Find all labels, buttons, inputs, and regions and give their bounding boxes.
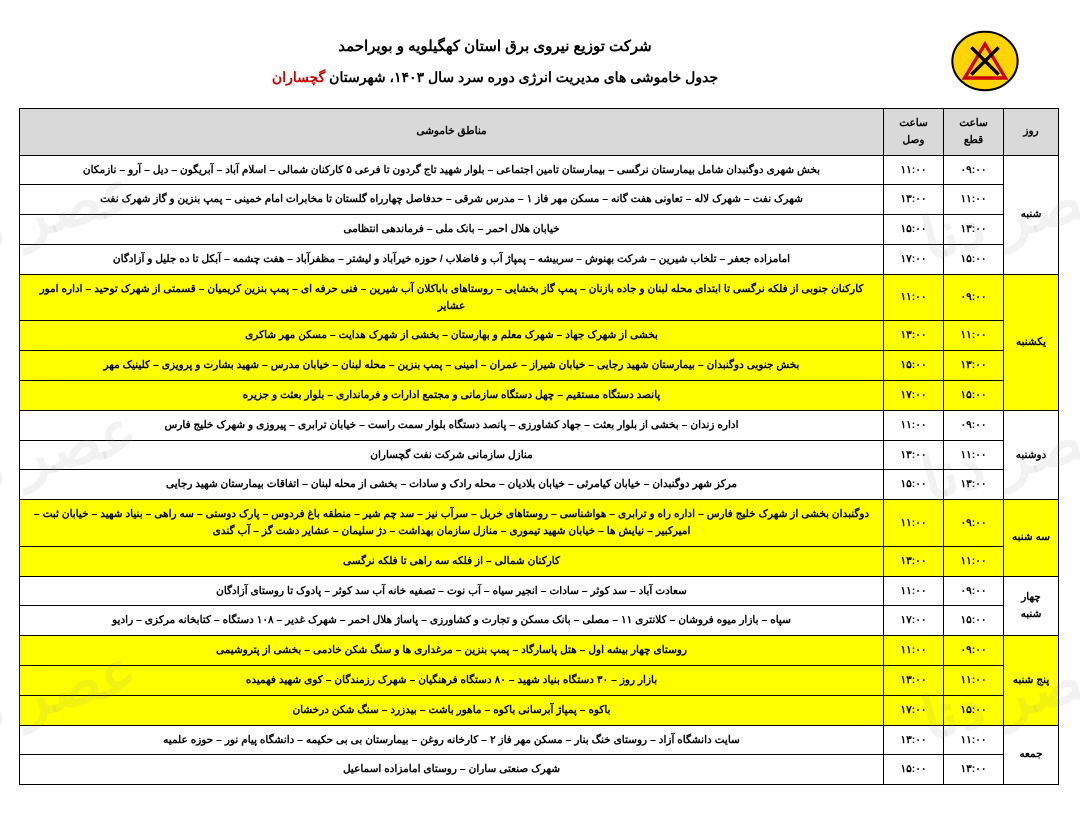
on-time-cell: ۱۷:۰۰ bbox=[885, 380, 945, 410]
on-time-cell: ۱۱:۰۰ bbox=[885, 500, 945, 547]
table-row: سه شنبه۰۹:۰۰۱۱:۰۰دوگنبدان بخشی از شهرک خ… bbox=[21, 500, 1060, 547]
off-time-cell: ۰۹:۰۰ bbox=[945, 274, 1005, 321]
on-time-cell: ۱۳:۰۰ bbox=[885, 185, 945, 215]
table-row: ۱۳:۰۰۱۵:۰۰خیابان هلال احمر – بانک ملی – … bbox=[21, 215, 1060, 245]
company-title: شرکت توزیع نیروی برق استان کهگیلویه و بو… bbox=[60, 37, 932, 55]
on-time-cell: ۱۷:۰۰ bbox=[885, 695, 945, 725]
on-time-cell: ۱۷:۰۰ bbox=[885, 606, 945, 636]
table-row: ۱۳:۰۰۱۵:۰۰مرکز شهر دوگنبدان – خیابان کیا… bbox=[21, 470, 1060, 500]
title-prefix: جدول خاموشی های مدیریت انرژی دوره سرد سا… bbox=[326, 69, 719, 85]
on-time-cell: ۱۳:۰۰ bbox=[885, 321, 945, 351]
off-time-cell: ۱۵:۰۰ bbox=[945, 244, 1005, 274]
table-row: یکشنبه۰۹:۰۰۱۱:۰۰کارکنان جنوبی از فلکه نر… bbox=[21, 274, 1060, 321]
area-cell: روستای چهار بیشه اول – هتل پاسارگاد – پم… bbox=[21, 636, 885, 666]
off-time-cell: ۱۳:۰۰ bbox=[945, 470, 1005, 500]
off-time-cell: ۰۹:۰۰ bbox=[945, 576, 1005, 606]
off-time-cell: ۰۹:۰۰ bbox=[945, 155, 1005, 185]
col-day: روز bbox=[1005, 109, 1060, 156]
area-cell: سعادت آباد – سد کوثر – سادات – انجیر سیا… bbox=[21, 576, 885, 606]
table-header-row: روز ساعت قطع ساعت وصل مناطق خاموشی bbox=[21, 109, 1060, 156]
area-cell: کارکنان شمالی – از فلکه سه راهی تا فلکه … bbox=[21, 546, 885, 576]
area-cell: خیابان هلال احمر – بانک ملی – فرماندهی ا… bbox=[21, 215, 885, 245]
table-row: ۱۱:۰۰۱۳:۰۰منازل سازمانی شرکت نفت گچساران bbox=[21, 440, 1060, 470]
area-cell: کارکنان جنوبی از فلکه نرگسی تا ابتدای مح… bbox=[21, 274, 885, 321]
day-cell: جمعه bbox=[1005, 725, 1060, 785]
off-time-cell: ۱۱:۰۰ bbox=[945, 185, 1005, 215]
day-cell: چهار شنبه bbox=[1005, 576, 1060, 636]
area-cell: بخش شهری دوگنبدان شامل بیمارستان نرگسی –… bbox=[21, 155, 885, 185]
table-row: ۱۱:۰۰۱۳:۰۰کارکنان شمالی – از فلکه سه راه… bbox=[21, 546, 1060, 576]
on-time-cell: ۱۳:۰۰ bbox=[885, 665, 945, 695]
on-time-cell: ۱۵:۰۰ bbox=[885, 215, 945, 245]
on-time-cell: ۱۵:۰۰ bbox=[885, 351, 945, 381]
table-row: ۱۳:۰۰۱۵:۰۰بخش جنوبی دوگنبدان – بیمارستان… bbox=[21, 351, 1060, 381]
off-time-cell: ۱۱:۰۰ bbox=[945, 321, 1005, 351]
table-row: ۱۵:۰۰۱۷:۰۰باکوه – پمپاژ آبرسانی باکوه – … bbox=[21, 695, 1060, 725]
table-title: جدول خاموشی های مدیریت انرژی دوره سرد سا… bbox=[60, 69, 932, 86]
city-name: گچساران bbox=[273, 69, 326, 85]
on-time-cell: ۱۱:۰۰ bbox=[885, 576, 945, 606]
area-cell: منازل سازمانی شرکت نفت گچساران bbox=[21, 440, 885, 470]
day-cell: یکشنبه bbox=[1005, 274, 1060, 410]
on-time-cell: ۱۳:۰۰ bbox=[885, 725, 945, 755]
table-row: ۱۵:۰۰۱۷:۰۰پانصد دستگاه مستقیم – چهل دستگ… bbox=[21, 380, 1060, 410]
area-cell: سایت دانشگاه آزاد – روستای خنگ بنار – مس… bbox=[21, 725, 885, 755]
off-time-cell: ۰۹:۰۰ bbox=[945, 500, 1005, 547]
area-cell: سپاه – بازار میوه فروشان – کلانتری ۱۱ – … bbox=[21, 606, 885, 636]
off-time-cell: ۱۱:۰۰ bbox=[945, 665, 1005, 695]
off-time-cell: ۱۵:۰۰ bbox=[945, 695, 1005, 725]
day-cell: دوشنبه bbox=[1005, 410, 1060, 499]
off-time-cell: ۰۹:۰۰ bbox=[945, 410, 1005, 440]
table-row: ۱۱:۰۰۱۳:۰۰شهرک نفت – شهرک لاله – تعاونی … bbox=[21, 185, 1060, 215]
table-row: جمعه۱۱:۰۰۱۳:۰۰سایت دانشگاه آزاد – روستای… bbox=[21, 725, 1060, 755]
table-row: پنج شنبه۰۹:۰۰۱۱:۰۰روستای چهار بیشه اول –… bbox=[21, 636, 1060, 666]
on-time-cell: ۱۱:۰۰ bbox=[885, 636, 945, 666]
on-time-cell: ۱۳:۰۰ bbox=[885, 546, 945, 576]
table-row: ۱۳:۰۰۱۵:۰۰شهرک صنعتی ساران – روستای امام… bbox=[21, 755, 1060, 785]
area-cell: دوگنبدان بخشی از شهرک خلیج فارس – اداره … bbox=[21, 500, 885, 547]
table-row: ۱۵:۰۰۱۷:۰۰سپاه – بازار میوه فروشان – کلا… bbox=[21, 606, 1060, 636]
area-cell: شهرک صنعتی ساران – روستای امامزاده اسماع… bbox=[21, 755, 885, 785]
area-cell: شهرک نفت – شهرک لاله – تعاونی هفت گانه –… bbox=[21, 185, 885, 215]
off-time-cell: ۱۵:۰۰ bbox=[945, 380, 1005, 410]
day-cell: شنبه bbox=[1005, 155, 1060, 274]
area-cell: مرکز شهر دوگنبدان – خیابان کیامرثی – خیا… bbox=[21, 470, 885, 500]
area-cell: اداره زندان – بخشی از بلوار بعثت – جهاد … bbox=[21, 410, 885, 440]
on-time-cell: ۱۳:۰۰ bbox=[885, 440, 945, 470]
table-row: دوشنبه۰۹:۰۰۱۱:۰۰اداره زندان – بخشی از بل… bbox=[21, 410, 1060, 440]
col-on: ساعت وصل bbox=[885, 109, 945, 156]
day-cell: سه شنبه bbox=[1005, 500, 1060, 576]
on-time-cell: ۱۱:۰۰ bbox=[885, 410, 945, 440]
on-time-cell: ۱۵:۰۰ bbox=[885, 470, 945, 500]
off-time-cell: ۰۹:۰۰ bbox=[945, 636, 1005, 666]
area-cell: بخش جنوبی دوگنبدان – بیمارستان شهید رجای… bbox=[21, 351, 885, 381]
table-row: شنبه۰۹:۰۰۱۱:۰۰بخش شهری دوگنبدان شامل بیم… bbox=[21, 155, 1060, 185]
col-area: مناطق خاموشی bbox=[21, 109, 885, 156]
off-time-cell: ۱۵:۰۰ bbox=[945, 606, 1005, 636]
document-header: شرکت توزیع نیروی برق استان کهگیلویه و بو… bbox=[20, 20, 1060, 98]
off-time-cell: ۱۳:۰۰ bbox=[945, 351, 1005, 381]
table-row: ۱۱:۰۰۱۳:۰۰بازار روز – ۳۰ دستگاه بنیاد شه… bbox=[21, 665, 1060, 695]
area-cell: باکوه – پمپاژ آبرسانی باکوه – ماهور باشت… bbox=[21, 695, 885, 725]
off-time-cell: ۱۱:۰۰ bbox=[945, 546, 1005, 576]
outage-schedule-table: روز ساعت قطع ساعت وصل مناطق خاموشی شنبه۰… bbox=[20, 108, 1060, 785]
table-row: ۱۵:۰۰۱۷:۰۰امامزاده جعفر – تلخاب شیرین – … bbox=[21, 244, 1060, 274]
on-time-cell: ۱۱:۰۰ bbox=[885, 155, 945, 185]
off-time-cell: ۱۳:۰۰ bbox=[945, 755, 1005, 785]
area-cell: بخشی از شهرک جهاد – شهرک معلم و بهارستان… bbox=[21, 321, 885, 351]
area-cell: پانصد دستگاه مستقیم – چهل دستگاه سازمانی… bbox=[21, 380, 885, 410]
off-time-cell: ۱۳:۰۰ bbox=[945, 215, 1005, 245]
on-time-cell: ۱۷:۰۰ bbox=[885, 244, 945, 274]
off-time-cell: ۱۱:۰۰ bbox=[945, 440, 1005, 470]
table-row: ۱۱:۰۰۱۳:۰۰بخشی از شهرک جهاد – شهرک معلم … bbox=[21, 321, 1060, 351]
table-row: چهار شنبه۰۹:۰۰۱۱:۰۰سعادت آباد – سد کوثر … bbox=[21, 576, 1060, 606]
on-time-cell: ۱۵:۰۰ bbox=[885, 755, 945, 785]
company-logo bbox=[952, 30, 1020, 92]
day-cell: پنج شنبه bbox=[1005, 636, 1060, 725]
on-time-cell: ۱۱:۰۰ bbox=[885, 274, 945, 321]
area-cell: امامزاده جعفر – تلخاب شیرین – شرکت بهنوش… bbox=[21, 244, 885, 274]
off-time-cell: ۱۱:۰۰ bbox=[945, 725, 1005, 755]
col-off: ساعت قطع bbox=[945, 109, 1005, 156]
area-cell: بازار روز – ۳۰ دستگاه بنیاد شهید – ۸۰ دس… bbox=[21, 665, 885, 695]
